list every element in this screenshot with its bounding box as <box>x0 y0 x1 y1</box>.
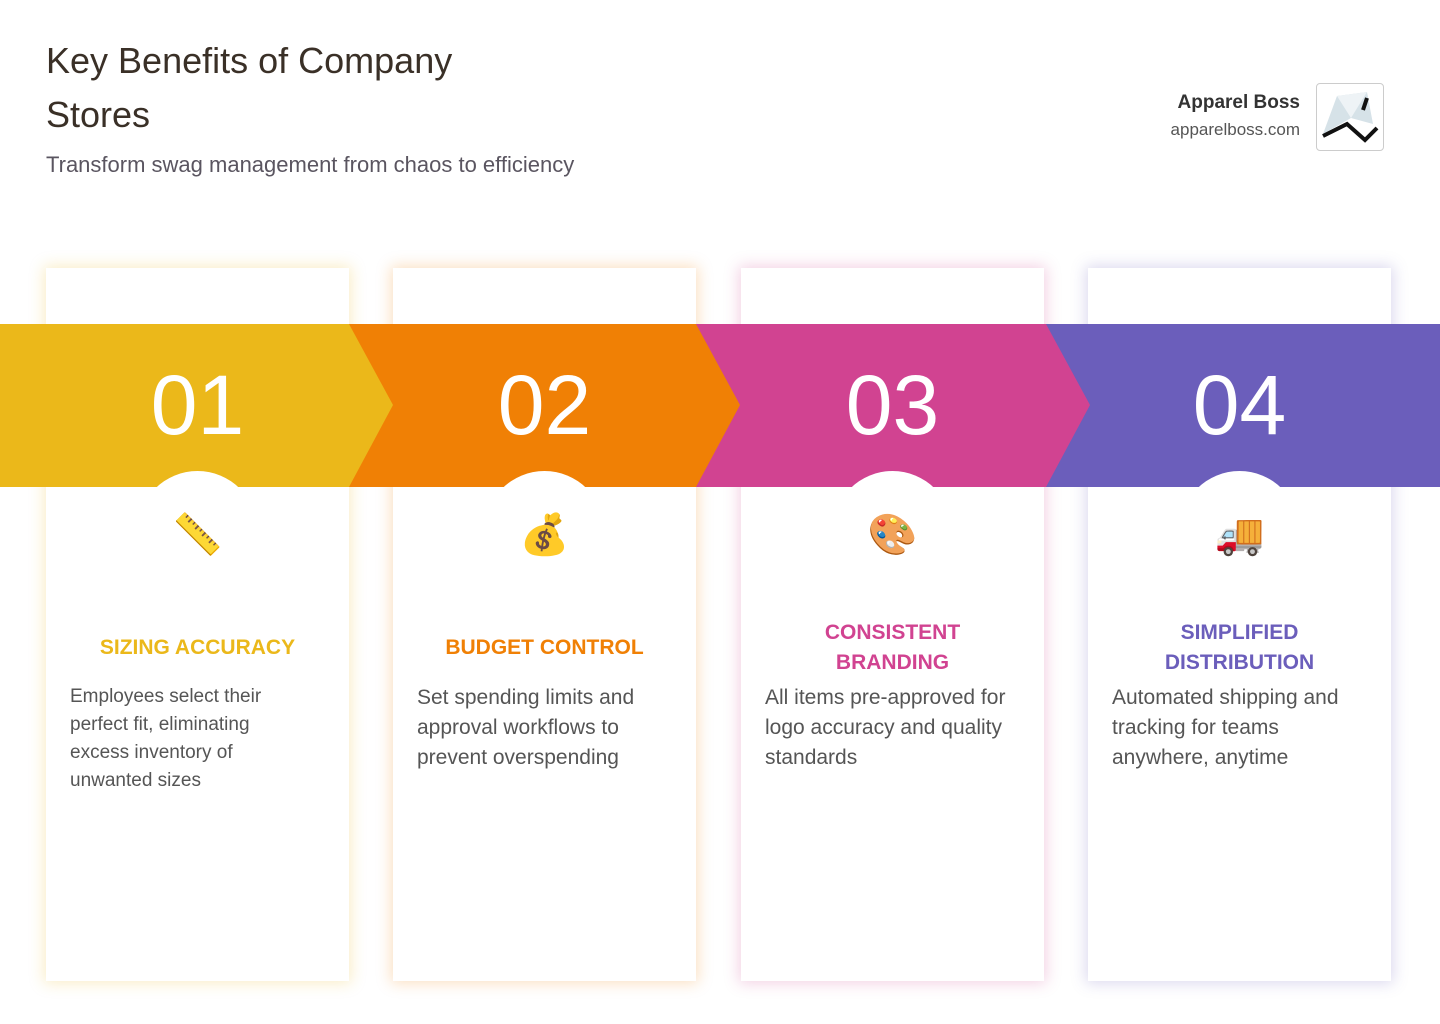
step-number: 04 <box>1192 358 1287 452</box>
arrow-segment <box>696 324 1090 487</box>
arrow-segment <box>0 324 393 487</box>
title: Key Benefits of Company Stores <box>46 40 453 135</box>
card-title: BUDGET CONTROL <box>445 636 644 659</box>
step-number: 01 <box>150 358 245 452</box>
brand-url: apparelboss.com <box>1170 120 1300 139</box>
icon-circle <box>137 471 258 591</box>
step-number: 03 <box>845 358 940 452</box>
icon-circle <box>484 471 605 591</box>
arrow-segment <box>349 324 740 487</box>
card-description: Set spending limits and approval workflo… <box>417 686 635 769</box>
icon: 🎨 <box>867 513 918 557</box>
icon-circle <box>1179 471 1300 591</box>
subtitle: Transform swag management from chaos to … <box>46 152 575 177</box>
card-title: SIMPLIFIED DISTRIBUTION <box>1164 621 1315 674</box>
icon: 🚚 <box>1214 513 1265 557</box>
icon-circle <box>832 471 953 591</box>
card-description: Automated shipping and tracking for team… <box>1112 686 1339 769</box>
icon: 💰 <box>519 513 570 557</box>
logo <box>1316 83 1384 151</box>
icon: 📏 <box>172 513 223 557</box>
brand-name: Apparel Boss <box>1177 92 1300 113</box>
card-description: Employees select their perfect fit, elim… <box>70 686 262 791</box>
step-number: 02 <box>497 358 592 452</box>
card-title: SIZING ACCURACY <box>99 636 296 659</box>
card-title: CONSISTENT BRANDING <box>824 621 961 674</box>
card-description: All items pre-approved for logo accuracy… <box>765 686 1006 769</box>
arrow-segment <box>1046 324 1440 487</box>
